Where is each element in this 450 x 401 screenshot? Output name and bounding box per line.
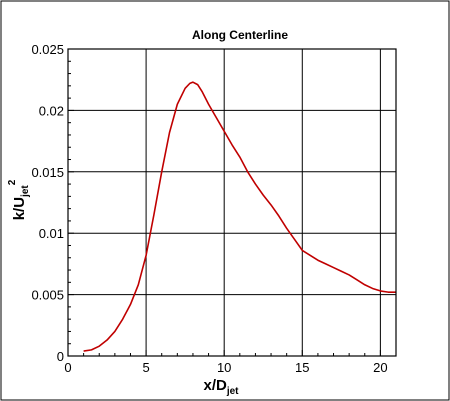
y-axis-label: k/Ujet2 xyxy=(7,179,31,220)
x-axis-label: x/Djet xyxy=(203,377,239,397)
series-line xyxy=(83,81,396,352)
x-tick-label: 15 xyxy=(295,360,309,375)
x-tick-label: 20 xyxy=(373,360,387,375)
x-axis-label-sub: jet xyxy=(226,386,239,397)
y-axis-label-main: k/U xyxy=(11,197,28,220)
y-tick-labels: 0 0.005 0.01 0.015 0.02 0.025 xyxy=(31,42,64,364)
x-tick-label: 10 xyxy=(217,360,231,375)
series-group xyxy=(83,81,396,352)
y-tick-label: 0.01 xyxy=(39,226,64,241)
x-tick-labels: 0 5 10 15 20 xyxy=(64,360,387,375)
x-tick-label: 0 xyxy=(64,360,71,375)
tick-marks xyxy=(67,48,397,357)
plot-border xyxy=(67,48,397,357)
chart-title: Along Centerline xyxy=(192,28,288,42)
y-axis-label-sub: jet xyxy=(20,185,31,198)
x-tick-label: 5 xyxy=(142,360,149,375)
y-tick-label: 0.005 xyxy=(31,288,64,303)
y-tick-label: 0.025 xyxy=(31,42,64,57)
grid-lines xyxy=(68,49,396,356)
y-tick-label: 0.02 xyxy=(39,103,64,118)
y-axis-label-sup: 2 xyxy=(7,179,18,185)
y-tick-label: 0.015 xyxy=(31,165,64,180)
y-tick-label: 0 xyxy=(57,349,64,364)
x-axis-label-main: x/D xyxy=(203,377,227,394)
